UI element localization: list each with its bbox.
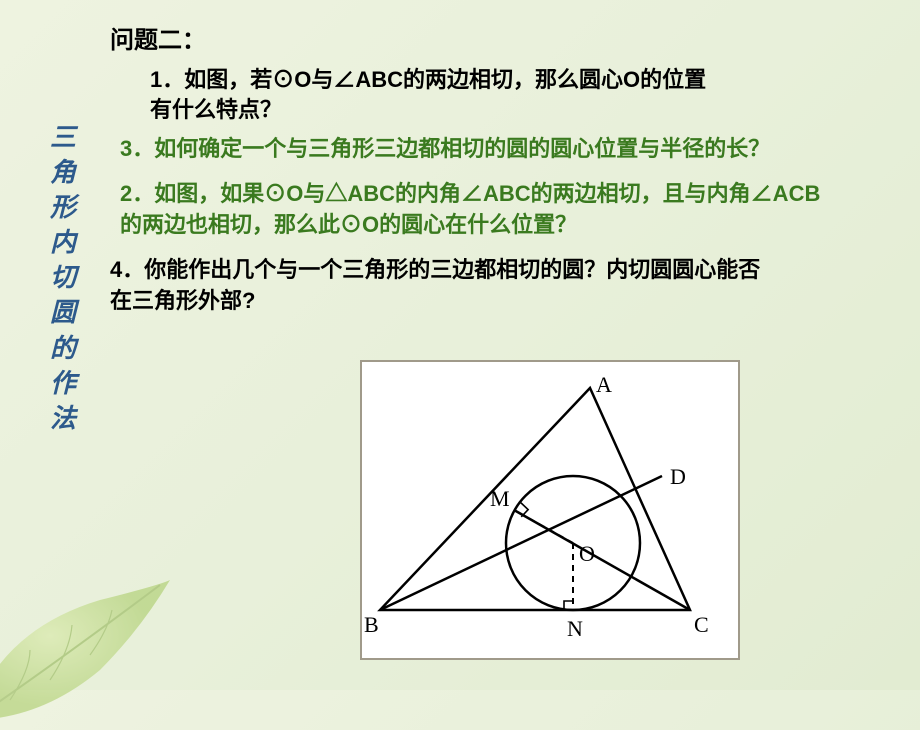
svg-text:M: M (490, 486, 510, 511)
side-vertical-title: 三角形内切圆的作法 (48, 120, 78, 436)
question-3: 3．如何确定一个与三角形三边都相切的圆的圆心位置与半径的长？ (120, 134, 910, 165)
question-4: 4．你能作出几个与一个三角形的三边都相切的圆？内切圆圆心能否 在三角形外部? (110, 255, 910, 317)
question-2: 2．如图，如果⊙O与△ABC的内角∠ABC的两边相切，且与内角∠ACB 的两边也… (120, 179, 910, 241)
leaf-decoration (0, 570, 180, 730)
q1-line2: 有什么特点？ (150, 97, 282, 122)
content-area: 问题二： 1．如图，若⊙O与∠ABC的两边相切，那么圆心O的位置 有什么特点？ … (110, 20, 910, 336)
geometry-diagram: A B C M N D O (360, 360, 740, 660)
question-1: 1．如图，若⊙O与∠ABC的两边相切，那么圆心O的位置 有什么特点？ (150, 65, 910, 124)
q2-line1: 2．如图，如果⊙O与△ABC的内角∠ABC的两边相切，且与内角∠ACB (120, 181, 820, 206)
q4-line2: 在三角形外部? (110, 288, 255, 313)
svg-text:O: O (579, 541, 595, 566)
q2-line2: 的两边也相切，那么此⊙O的圆心在什么位置？ (120, 212, 577, 237)
heading: 问题二： (110, 20, 910, 55)
svg-text:N: N (567, 616, 583, 641)
svg-text:D: D (670, 464, 686, 489)
svg-text:B: B (364, 612, 379, 637)
svg-text:C: C (694, 612, 709, 637)
q4-line1: 4．你能作出几个与一个三角形的三边都相切的圆？内切圆圆心能否 (110, 257, 760, 282)
svg-text:A: A (596, 372, 612, 397)
q1-line1: 1．如图，若⊙O与∠ABC的两边相切，那么圆心O的位置 (150, 67, 706, 92)
